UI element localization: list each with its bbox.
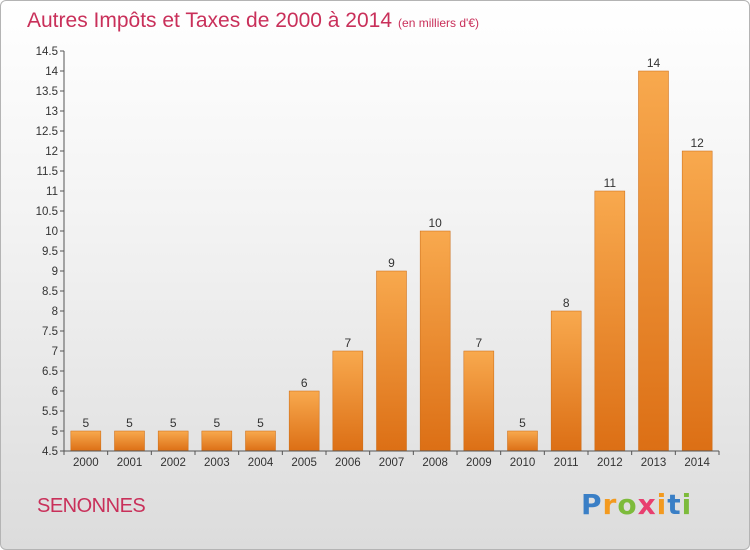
y-tick-label-9.5: 9.5: [42, 246, 58, 258]
y-tick-label-8.5: 8.5: [42, 286, 58, 298]
y-tick-label-14.5: 14.5: [36, 46, 58, 58]
x-tick-label-2004: 2004: [248, 457, 274, 469]
x-tick-label-2002: 2002: [160, 457, 186, 469]
bar-2014: [681, 150, 713, 452]
value-label-2005: 6: [301, 376, 308, 390]
x-tick-label-2011: 2011: [554, 457, 579, 469]
chart-title-text: Autres Impôts et Taxes de 2000 à 2014: [27, 9, 393, 32]
bar-2007: [376, 270, 407, 452]
place-name: SENONNES: [37, 495, 146, 517]
value-label-2000: 5: [82, 416, 89, 430]
bar-2012: [594, 190, 626, 452]
y-tick-label-7.5: 7.5: [42, 326, 58, 338]
y-tick-label-13: 13: [45, 106, 58, 118]
chart-title: Autres Impôts et Taxes de 2000 à 2014 (en…: [27, 9, 479, 33]
y-tick-label-11: 11: [46, 186, 58, 198]
bar-2004: [245, 430, 276, 452]
x-tick-label-2014: 2014: [684, 457, 710, 469]
logo-letter: P: [581, 488, 603, 521]
value-label-2003: 5: [213, 416, 220, 430]
x-tick-label-2007: 2007: [379, 457, 405, 469]
x-tick-label-2006: 2006: [335, 457, 361, 469]
x-tick-label-2008: 2008: [422, 457, 448, 469]
bar-2001: [114, 430, 145, 452]
chart-unit-note: (en milliers d'€): [398, 16, 480, 30]
bar-2000: [70, 430, 102, 452]
y-tick-label-5: 5: [52, 426, 58, 438]
x-tick-label-2010: 2010: [510, 457, 536, 469]
y-tick-label-4.5: 4.5: [42, 446, 58, 458]
proxiti-logo: Proxiti: [581, 488, 692, 521]
bar-2006: [332, 350, 364, 452]
value-label-2014: 12: [690, 136, 704, 150]
y-tick-label-6.5: 6.5: [42, 366, 58, 378]
value-label-2006: 7: [344, 336, 351, 350]
logo-letter: r: [602, 488, 618, 521]
logo-letter: x: [637, 488, 657, 521]
value-label-2012: 11: [604, 176, 617, 190]
bar-2009: [463, 350, 495, 452]
value-label-2009: 7: [475, 336, 482, 350]
bar-2005: [288, 390, 320, 452]
x-tick-label-2012: 2012: [597, 457, 623, 469]
y-tick-label-8: 8: [52, 306, 58, 318]
bar-2013: [638, 70, 669, 452]
y-tick-label-12: 12: [45, 146, 58, 158]
logo-letter: i: [656, 488, 668, 521]
bar-2008: [419, 230, 451, 452]
y-tick-label-10: 10: [45, 226, 58, 238]
y-tick-label-14: 14: [45, 66, 58, 78]
value-label-2008: 10: [428, 216, 442, 230]
y-tick-label-7: 7: [52, 346, 58, 358]
y-tick-label-10.5: 10.5: [36, 206, 58, 218]
y-tick-label-9: 9: [52, 266, 58, 278]
x-tick-label-2013: 2013: [641, 457, 667, 469]
y-tick-label-11.5: 11.5: [36, 166, 58, 178]
value-label-2004: 5: [257, 416, 264, 430]
y-tick-label-6: 6: [52, 386, 58, 398]
bar-2010: [507, 430, 538, 452]
value-label-2002: 5: [170, 416, 177, 430]
value-label-2007: 9: [388, 256, 395, 270]
logo-letter: o: [617, 488, 638, 521]
value-label-2001: 5: [126, 416, 133, 430]
y-tick-label-12.5: 12.5: [36, 126, 58, 138]
value-label-2010: 5: [519, 416, 526, 430]
y-tick-label-13.5: 13.5: [36, 86, 58, 98]
bar-2003: [201, 430, 233, 452]
x-tick-label-2009: 2009: [466, 457, 492, 469]
logo-letter: t: [667, 488, 682, 521]
value-label-2013: 14: [647, 56, 661, 70]
x-tick-label-2000: 2000: [73, 457, 99, 469]
bar-2011: [550, 310, 582, 452]
x-tick-label-2005: 2005: [291, 457, 317, 469]
y-tick-label-5.5: 5.5: [42, 406, 58, 418]
x-tick-label-2001: 2001: [117, 457, 143, 469]
x-tick-label-2003: 2003: [204, 457, 230, 469]
value-label-2011: 8: [563, 296, 570, 310]
bar-2002: [157, 430, 189, 452]
logo-letter: i: [681, 488, 693, 521]
